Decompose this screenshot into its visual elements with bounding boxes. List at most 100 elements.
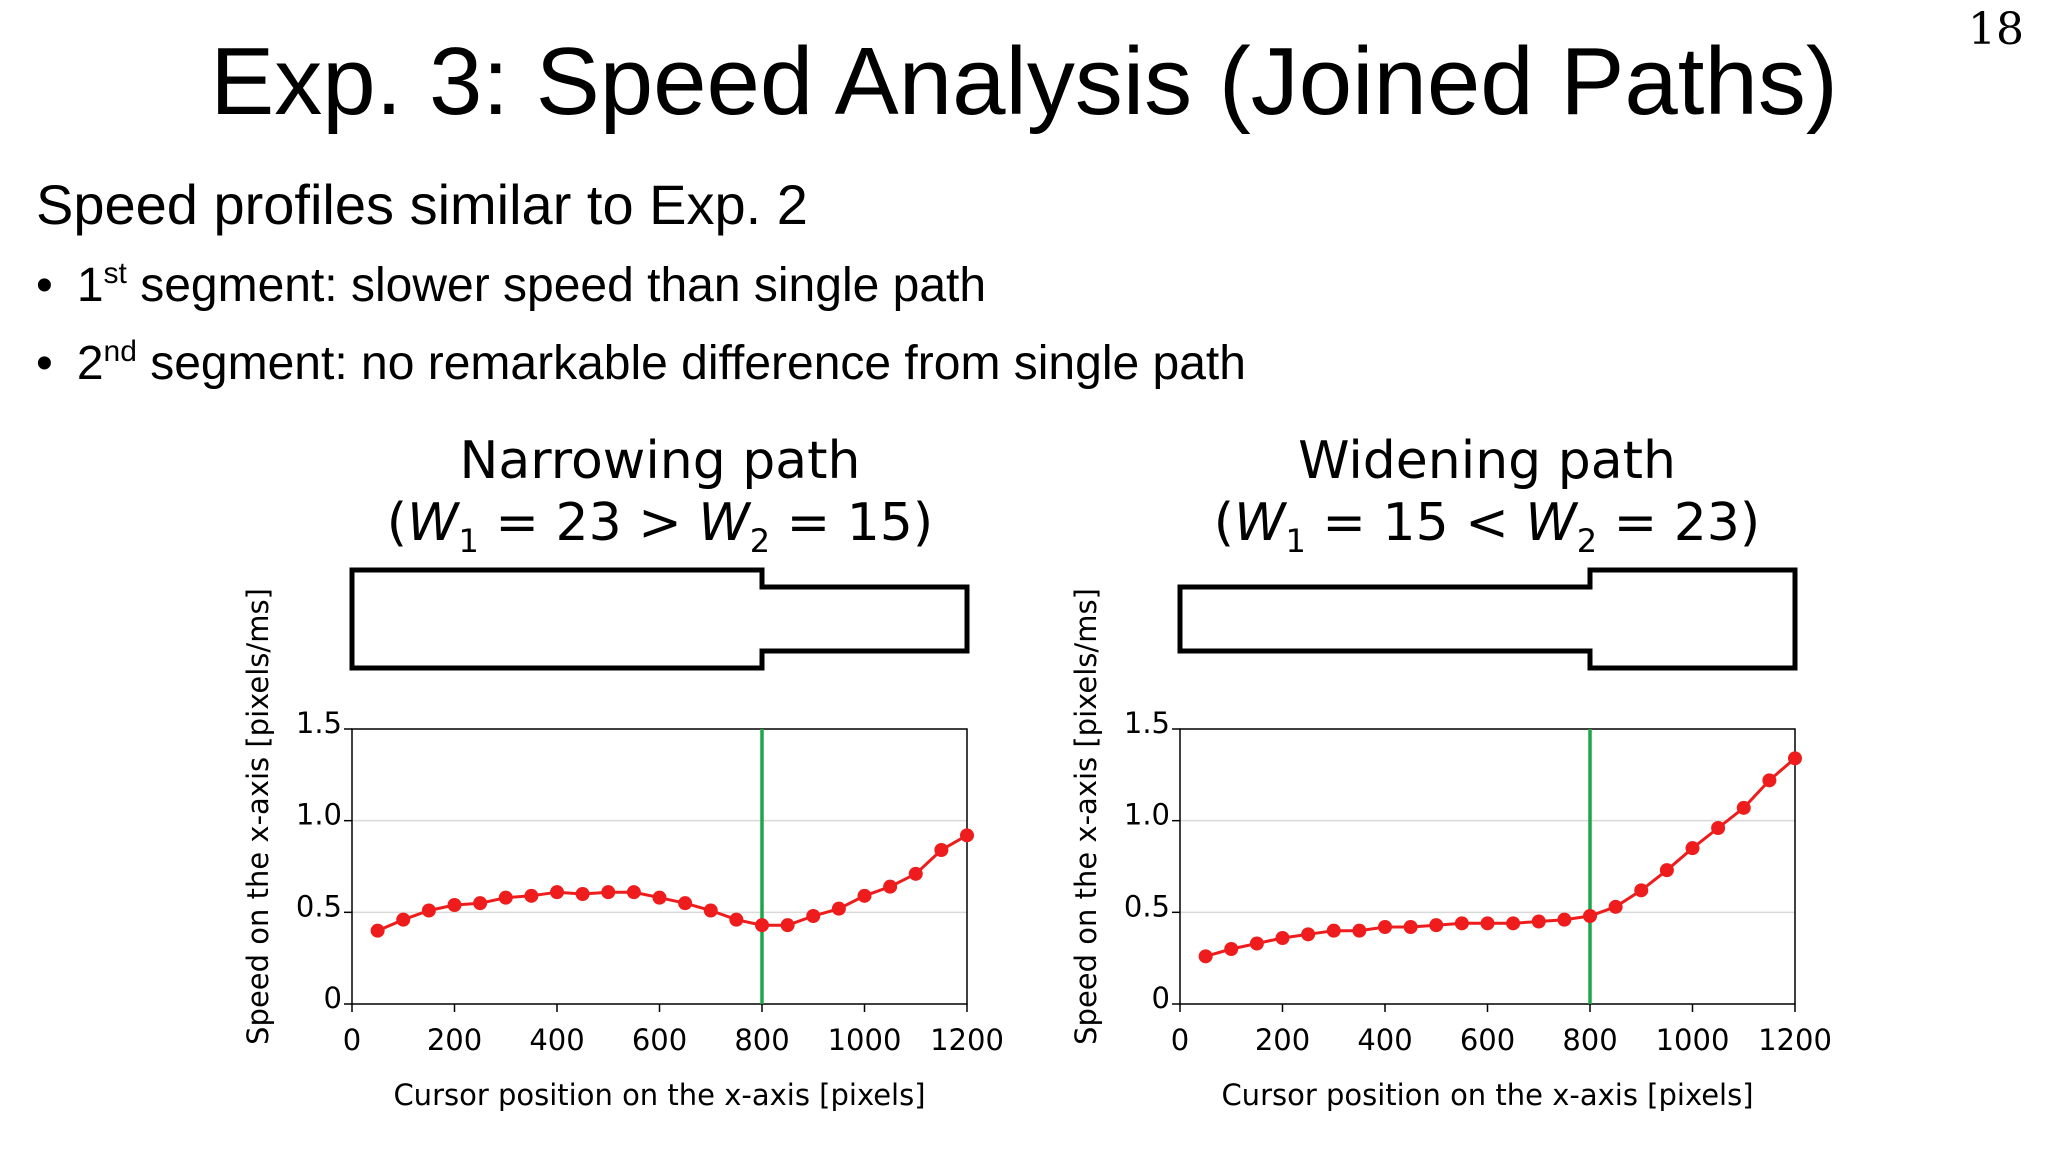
- x-tick-label: 400: [529, 1023, 584, 1057]
- y-tick-label: 1.0: [296, 798, 342, 832]
- data-point: [1429, 918, 1444, 933]
- data-point: [1634, 883, 1649, 898]
- y-tick-label: 1.5: [296, 706, 342, 740]
- x-tick-label: 1200: [930, 1023, 1004, 1057]
- data-point: [831, 901, 846, 916]
- data-point: [1788, 751, 1802, 766]
- plot-frame: [1179, 728, 1796, 1005]
- data-point: [601, 885, 616, 900]
- data-point: [575, 887, 590, 901]
- data-point: [524, 888, 539, 903]
- data-point: [1378, 920, 1392, 934]
- data-point: [806, 909, 821, 923]
- x-tick-label: 800: [1562, 1023, 1617, 1057]
- data-point: [1275, 931, 1290, 945]
- data-point: [1249, 936, 1264, 951]
- subtitle-w2: W: [698, 493, 752, 553]
- data-point: [1608, 899, 1623, 914]
- path-shape-outline: [1177, 567, 1798, 671]
- plot-frame: [351, 728, 968, 1005]
- data-point: [1659, 863, 1674, 878]
- data-point: [498, 890, 513, 905]
- speed-series-line: [1205, 757, 1796, 958]
- data-point: [1198, 949, 1213, 964]
- x-tick-label: 200: [427, 1023, 482, 1057]
- x-tick-label: 200: [1255, 1023, 1310, 1057]
- subtitle-mid: = 23 >: [479, 493, 698, 553]
- data-point: [780, 918, 795, 933]
- chart-subtitle: (W1 = 23 > W2 = 15): [387, 493, 933, 560]
- chart-subtitle: (W1 = 15 < W2 = 23): [1214, 493, 1760, 560]
- data-point: [678, 896, 693, 911]
- data-point: [1301, 927, 1316, 942]
- slide-number: 18: [1968, 4, 2024, 55]
- data-point: [1762, 773, 1777, 788]
- subtitle-sub1: 1: [459, 522, 479, 560]
- x-tick-label: 0: [343, 1023, 361, 1057]
- data-point: [1711, 821, 1726, 835]
- data-point: [550, 885, 564, 900]
- subtitle-w1: W: [1234, 493, 1288, 553]
- y-tick-label: 1.5: [1124, 706, 1170, 740]
- bullet-dot-icon: •: [36, 259, 53, 312]
- path-shape-outline: [349, 567, 970, 671]
- speed-series-line: [377, 833, 968, 933]
- data-point: [1531, 914, 1546, 929]
- x-axis-label: Cursor position on the x-axis [pixels]: [1221, 1078, 1753, 1112]
- y-tick-label: 0.5: [296, 889, 342, 923]
- x-axis-label: Cursor position on the x-axis [pixels]: [393, 1078, 925, 1112]
- bullet-text: segment: no remarkable difference from s…: [136, 337, 1246, 390]
- data-point: [447, 898, 462, 912]
- data-point: [960, 828, 974, 843]
- bullet-ordinal: 1: [76, 259, 104, 312]
- subtitle-paren: (: [1214, 493, 1234, 553]
- x-tick-label: 1200: [1758, 1023, 1832, 1057]
- data-point: [1685, 841, 1700, 856]
- subtitle-w2: W: [1525, 493, 1579, 553]
- x-tick-label: 1000: [828, 1023, 902, 1057]
- data-point: [934, 843, 949, 857]
- chart-1: Narrowing path(W1 = 23 > W2 = 15)00.51.0…: [241, 431, 1004, 1112]
- data-point: [396, 912, 411, 927]
- data-point: [883, 879, 898, 894]
- chart-title: Narrowing path: [460, 431, 861, 491]
- x-tick-label: 400: [1357, 1023, 1412, 1057]
- data-point: [1557, 912, 1572, 927]
- bullet-ordinal-suffix: st: [103, 257, 127, 290]
- data-point: [1403, 920, 1418, 934]
- subtitle-end: = 15): [770, 493, 933, 553]
- subtitle-paren: (: [387, 493, 407, 553]
- slide-title: Exp. 3: Speed Analysis (Joined Paths): [210, 28, 1838, 135]
- data-point: [473, 896, 488, 911]
- data-point: [1480, 916, 1495, 931]
- bullet-ordinal-suffix: nd: [103, 335, 137, 368]
- subtitle-sub2: 2: [1577, 522, 1597, 560]
- y-axis-label: Speed on the x-axis [pixels/ms]: [241, 588, 275, 1045]
- intro-text: Speed profiles similar to Exp. 2: [36, 173, 808, 236]
- data-point: [652, 890, 667, 905]
- subtitle-end: = 23): [1597, 493, 1760, 553]
- y-tick-label: 1.0: [1124, 798, 1170, 832]
- data-point: [755, 918, 769, 933]
- data-point: [370, 923, 385, 938]
- bullet-ordinal: 2: [76, 337, 104, 390]
- y-tick-label: 0.5: [1124, 889, 1170, 923]
- data-point: [908, 866, 923, 881]
- data-point: [1224, 942, 1239, 956]
- chart-2: Widening path(W1 = 15 < W2 = 23)00.51.01…: [1069, 431, 1832, 1112]
- data-point: [857, 888, 872, 903]
- y-tick-label: 0: [324, 981, 342, 1015]
- data-point: [1736, 800, 1751, 815]
- subtitle-sub2: 2: [750, 522, 770, 560]
- data-point: [729, 912, 744, 927]
- data-point: [421, 903, 436, 918]
- subtitle-sub1: 1: [1286, 522, 1306, 560]
- bullet-dot-icon: •: [36, 337, 53, 390]
- data-point: [626, 885, 641, 900]
- y-axis-label: Speed on the x-axis [pixels/ms]: [1069, 588, 1103, 1045]
- data-point: [1326, 923, 1341, 938]
- subtitle-mid: = 15 <: [1306, 493, 1525, 553]
